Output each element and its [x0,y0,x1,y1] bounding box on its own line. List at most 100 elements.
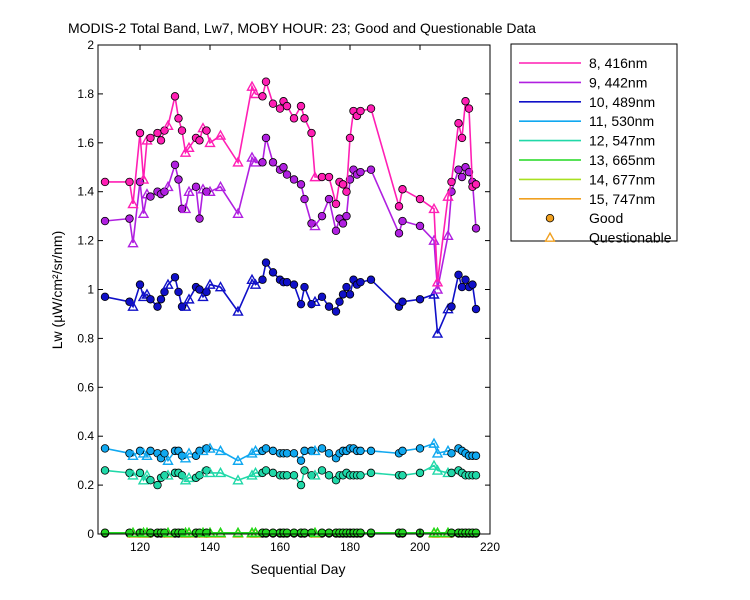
data-point-good [300,114,309,123]
data-point-good [324,528,334,537]
data-point-good [146,295,155,304]
data-point-good [398,471,407,480]
data-point-good [335,297,344,306]
data-point-good [342,282,351,292]
data-point-questionable [431,276,444,287]
data-point-good [174,175,183,184]
data-point-good [261,528,271,537]
y-tick-label: 0 [87,527,94,541]
data-point-good [289,449,299,458]
data-point-questionable [309,219,321,231]
data-point-good [356,167,365,177]
data-point-good [146,446,155,456]
data-point-good [356,528,365,537]
data-point-questionable [162,454,174,465]
data-point-questionable [204,136,216,148]
data-point-questionable [428,459,440,470]
data-point-good [289,471,299,480]
data-point-questionable [214,526,227,538]
y-tick-label: 2 [87,38,94,52]
data-point-good [345,133,355,143]
data-point-questionable [204,466,216,478]
data-point-good [366,104,376,113]
data-point-questionable [204,278,216,289]
data-point-good [174,114,183,123]
data-point-good [415,194,425,204]
data-point-good [258,92,267,101]
data-point-good [300,446,309,456]
data-point-good [100,444,110,453]
data-point-questionable [137,474,150,485]
data-point-good [324,194,334,204]
legend-label: 15, 747nm [589,191,655,207]
legend-label: 13, 665nm [589,152,655,168]
data-point-questionable [127,526,139,538]
series-3 [100,258,481,338]
data-point-questionable [428,437,440,448]
data-point-good [307,128,316,138]
data-point-questionable [137,173,150,184]
data-point-good [461,275,470,284]
data-point-good [160,287,169,297]
data-point-good [324,172,334,182]
data-point-good [338,219,348,228]
data-point-good [457,282,467,292]
y-tick-label: 0.8 [77,331,94,345]
data-point-questionable [162,469,174,480]
data-point-good [289,114,299,123]
data-point-good [300,466,309,475]
data-point-good [268,446,278,456]
data-point-good [195,136,204,145]
data-point-good [317,292,327,302]
data-point-good [398,528,407,537]
data-point-questionable [183,293,195,304]
data-point-good [324,471,334,480]
data-point-questionable [183,141,195,152]
data-point-questionable [137,207,150,219]
data-point-good [282,277,292,287]
data-point-good [317,466,327,475]
data-point-good [261,133,271,143]
data-point-good [415,221,425,231]
data-point-questionable [214,281,227,292]
data-point-good [398,297,407,306]
data-point-good [342,211,351,221]
series-4 [100,437,481,465]
data-point-good [268,158,278,167]
data-point-questionable [214,129,227,140]
legend-marker-good [545,213,555,223]
data-point-good [471,180,481,189]
data-point-good [100,177,110,187]
data-point-good [282,471,292,480]
data-point-good [317,444,327,453]
plot-area [100,77,481,538]
data-point-good [345,290,355,299]
data-point-good [464,167,474,177]
data-point-questionable [162,526,174,538]
data-point-good [366,275,376,284]
data-point-questionable [232,305,244,316]
data-point-questionable [309,171,321,182]
data-point-good [135,468,145,478]
data-point-good [170,160,180,170]
data-point-good [398,216,407,226]
data-point-questionable [442,190,454,201]
data-point-good [356,277,365,287]
data-point-good [170,92,180,101]
y-axis-label: Lw (µW/cm²/sr/nm) [49,231,65,350]
data-point-questionable [179,474,192,485]
data-point-good [342,187,351,196]
data-point-good [457,172,467,182]
data-point-good [471,528,481,537]
data-point-questionable [431,327,444,338]
y-tick-label: 1.6 [77,136,94,150]
data-point-questionable [309,469,321,480]
data-point-good [282,170,292,179]
data-point-good [289,528,299,537]
data-point-questionable [179,202,192,214]
data-point-good [398,446,407,456]
data-point-good [202,126,211,135]
data-point-good [282,449,292,458]
data-point-good [268,528,278,537]
data-point-questionable [442,229,454,241]
